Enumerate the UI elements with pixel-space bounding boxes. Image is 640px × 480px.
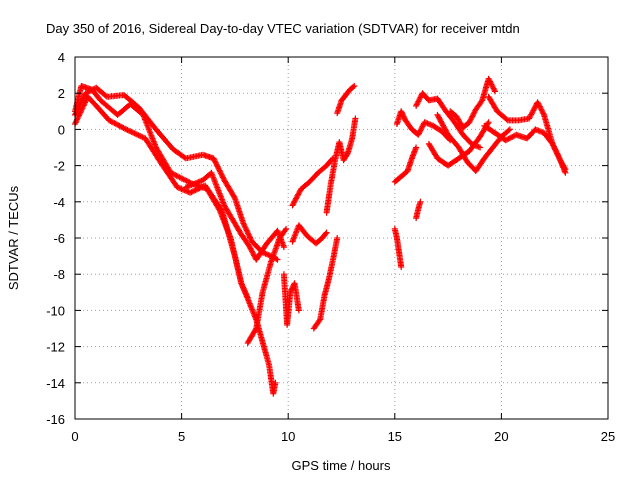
x-tick-label: 25 bbox=[601, 429, 615, 444]
data-point-marker bbox=[485, 119, 492, 126]
series-track-10 bbox=[323, 115, 359, 216]
series-track-12 bbox=[391, 225, 405, 270]
data-point-marker bbox=[323, 229, 330, 236]
series-track-13 bbox=[391, 144, 420, 185]
data-point-marker bbox=[246, 233, 253, 240]
data-point-marker bbox=[272, 379, 279, 386]
data-point-marker bbox=[562, 166, 569, 173]
data-point-marker bbox=[252, 326, 259, 333]
series-track-3 bbox=[72, 93, 251, 301]
y-tick-label: -16 bbox=[46, 412, 65, 427]
series-track-6 bbox=[280, 271, 302, 328]
data-point-marker bbox=[86, 88, 93, 95]
data-point-marker bbox=[538, 106, 545, 113]
data-point-marker bbox=[478, 98, 485, 105]
series-track-15 bbox=[413, 198, 424, 222]
y-tick-label: 2 bbox=[58, 86, 65, 101]
data-point-marker bbox=[195, 185, 202, 192]
data-point-marker bbox=[351, 83, 358, 89]
y-axis-label: SDTVAR / TECUs bbox=[6, 185, 21, 290]
series-track-9 bbox=[310, 235, 341, 332]
series-track-19 bbox=[447, 75, 498, 131]
data-point-marker bbox=[477, 144, 484, 151]
series-track-7 bbox=[289, 155, 336, 209]
y-tick-label: -14 bbox=[46, 376, 65, 391]
data-point-marker bbox=[112, 120, 119, 127]
data-point-marker bbox=[274, 256, 281, 263]
x-ticks: 0 5 10 15 20 25 bbox=[71, 57, 615, 444]
y-tick-label: -8 bbox=[53, 267, 65, 282]
data-point-marker bbox=[505, 127, 512, 134]
data-point-marker bbox=[84, 89, 90, 96]
data-point-marker bbox=[102, 92, 109, 99]
y-ticks: -16 -14 -12 -10 -8 -6 -4 -2 0 2 4 bbox=[46, 50, 608, 427]
data-point-marker bbox=[350, 83, 357, 90]
data-point-marker bbox=[316, 317, 323, 324]
data-point-marker bbox=[352, 115, 359, 122]
series-track-8 bbox=[289, 222, 330, 247]
data-point-marker bbox=[244, 294, 251, 301]
data-point-marker bbox=[218, 206, 225, 213]
x-tick-label: 10 bbox=[281, 429, 295, 444]
data-point-marker bbox=[503, 116, 510, 123]
series-track-4 bbox=[182, 169, 287, 263]
series-track-21 bbox=[481, 122, 569, 173]
x-tick-label: 20 bbox=[494, 429, 508, 444]
data-point-marker bbox=[282, 227, 289, 234]
data-points bbox=[72, 75, 569, 397]
data-point-marker bbox=[280, 244, 287, 251]
data-point-marker bbox=[506, 126, 513, 133]
series-track-11 bbox=[334, 83, 358, 117]
data-point-marker bbox=[198, 184, 204, 191]
plot-frame bbox=[74, 56, 609, 420]
data-point-marker bbox=[413, 144, 420, 151]
y-tick-label: -4 bbox=[53, 195, 65, 210]
data-point-marker bbox=[211, 158, 218, 165]
data-point-marker bbox=[322, 230, 329, 237]
data-point-marker bbox=[561, 165, 568, 171]
x-tick-label: 0 bbox=[71, 429, 78, 444]
x-tick-label: 5 bbox=[178, 429, 185, 444]
y-tick-label: -6 bbox=[53, 231, 65, 246]
data-point-marker bbox=[551, 145, 558, 152]
data-point-marker bbox=[398, 264, 405, 270]
data-point-marker bbox=[219, 174, 226, 181]
data-point-marker bbox=[188, 189, 195, 196]
data-point-marker bbox=[492, 88, 498, 95]
data-point-marker bbox=[417, 198, 424, 205]
chart-title: Day 350 of 2016, Sidereal Day-to-day VTE… bbox=[46, 21, 520, 36]
y-tick-label: -12 bbox=[46, 340, 65, 355]
data-point-marker bbox=[231, 193, 238, 200]
data-point-marker bbox=[334, 235, 341, 241]
y-tick-label: 0 bbox=[58, 122, 65, 137]
data-point-marker bbox=[295, 307, 302, 314]
y-tick-label: -2 bbox=[53, 159, 65, 174]
series-track-5 bbox=[244, 225, 290, 346]
grid bbox=[75, 57, 608, 419]
y-tick-label: -10 bbox=[46, 303, 65, 318]
x-tick-label: 15 bbox=[388, 429, 402, 444]
series-track-14 bbox=[393, 108, 454, 144]
y-tick-label: 4 bbox=[58, 50, 65, 65]
data-point-marker bbox=[283, 225, 290, 232]
data-point-marker bbox=[132, 130, 139, 137]
series-track-16 bbox=[413, 90, 484, 151]
x-axis-label: GPS time / hours bbox=[292, 458, 391, 473]
data-point-marker bbox=[82, 90, 89, 97]
